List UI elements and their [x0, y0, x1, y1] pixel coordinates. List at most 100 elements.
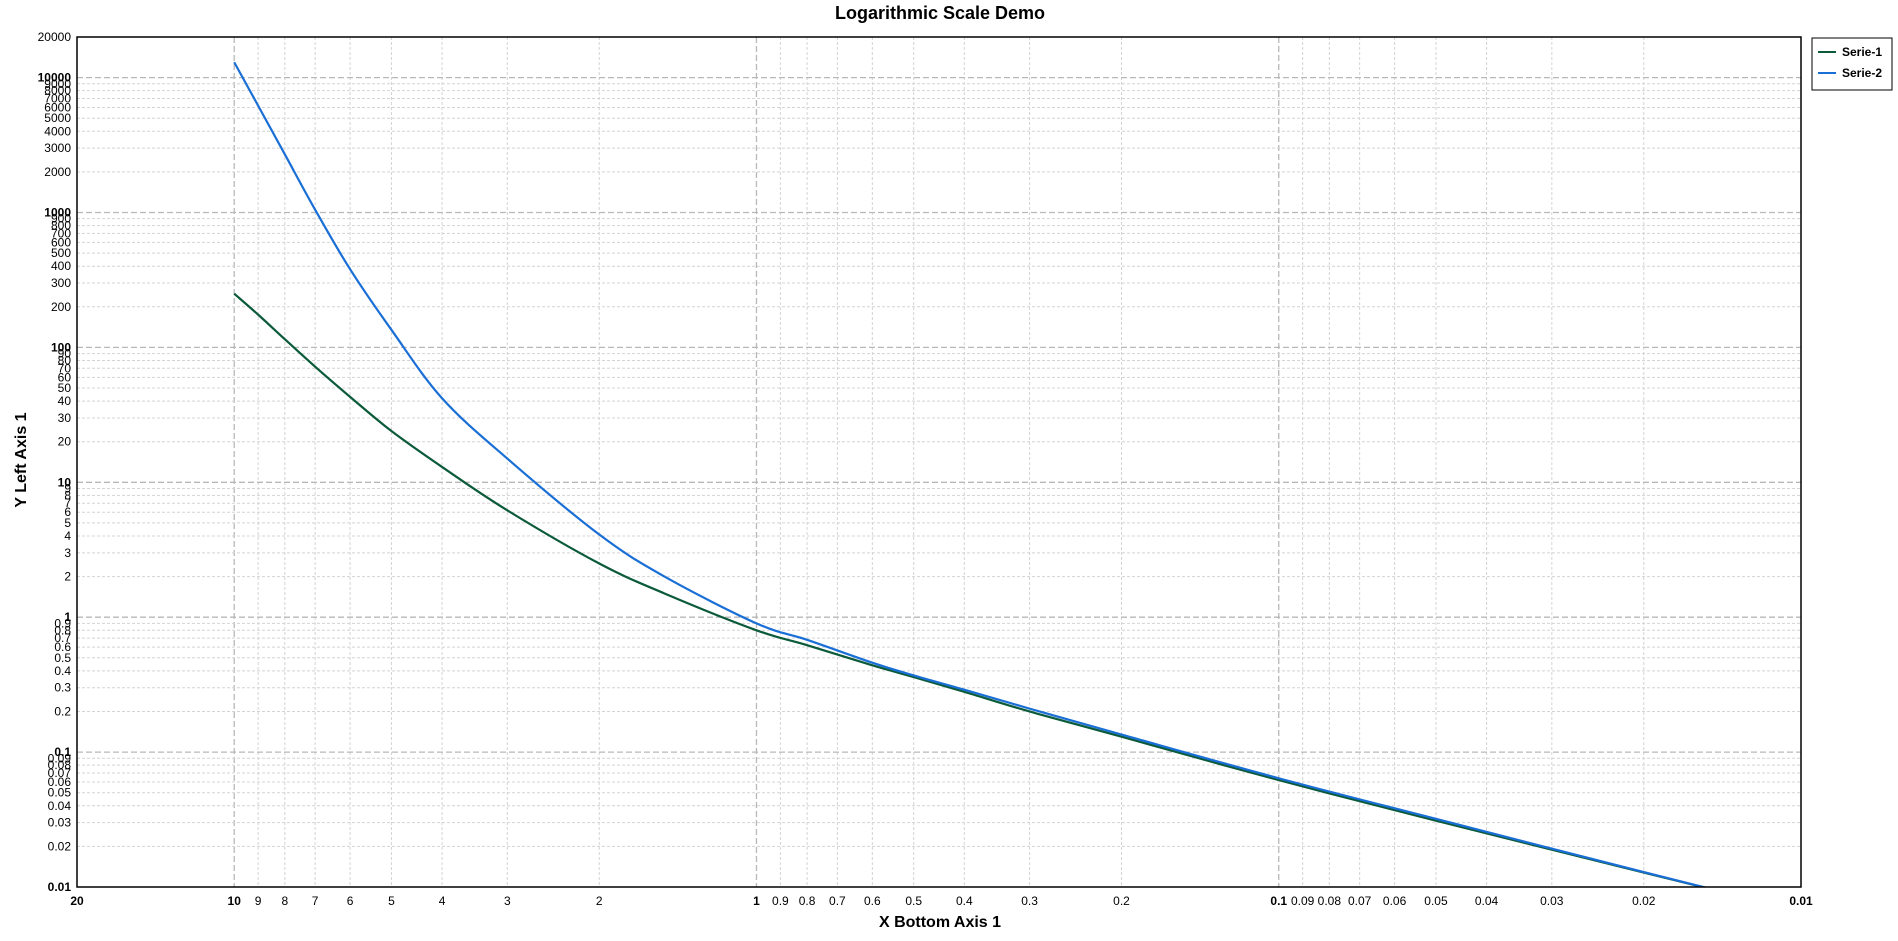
x-tick-label-4: 4	[439, 894, 446, 908]
y-tick-label-0-2: 0.2	[54, 704, 71, 718]
y-tick-label-8: 8	[64, 488, 71, 502]
x-tick-label-0-2: 0.2	[1113, 894, 1130, 908]
x-tick-label-0-7: 0.7	[829, 894, 846, 908]
x-tick-label-0-1: 0.1	[1270, 894, 1287, 908]
y-tick-label-3: 3	[64, 546, 71, 560]
y-tick-label-0-03: 0.03	[48, 816, 72, 830]
chart-title: Logarithmic Scale Demo	[835, 3, 1045, 23]
series-lines	[233, 61, 1708, 887]
x-tick-label-0-5: 0.5	[905, 894, 922, 908]
x-tick-label-1: 1	[753, 894, 760, 908]
y-tick-label-30: 30	[58, 411, 72, 425]
y-tick-label-600: 600	[51, 235, 71, 249]
y-tick-label-6: 6	[64, 505, 71, 519]
x-tick-label-6: 6	[347, 894, 354, 908]
y-tick-label-80: 80	[58, 353, 72, 367]
y-tick-label-40: 40	[58, 394, 72, 408]
y-tick-label-60: 60	[58, 370, 72, 384]
x-tick-label-10: 10	[228, 894, 242, 908]
y-tick-label-7: 7	[64, 496, 71, 510]
x-tick-label-20: 20	[70, 894, 84, 908]
y-tick-label-7000: 7000	[44, 92, 71, 106]
x-tick-label-5: 5	[388, 894, 395, 908]
x-tick-label-0-01: 0.01	[1789, 894, 1813, 908]
y-tick-label-200: 200	[51, 300, 71, 314]
y-tick-label-0-01: 0.01	[48, 880, 72, 894]
y-tick-label-8000: 8000	[44, 84, 71, 98]
y-tick-label-0-6: 0.6	[54, 640, 71, 654]
y-tick-label-6000: 6000	[44, 101, 71, 115]
y-tick-label-20000: 20000	[38, 30, 72, 44]
x-tick-label-0-03: 0.03	[1540, 894, 1564, 908]
legend-box	[1811, 37, 1893, 91]
grid-lines	[77, 37, 1801, 887]
x-tick-label-0-06: 0.06	[1383, 894, 1407, 908]
y-tick-label-50: 50	[58, 381, 72, 395]
y-tick-label-0-4: 0.4	[54, 664, 71, 678]
y-tick-label-9: 9	[64, 481, 71, 495]
plot-area-border	[76, 36, 1802, 888]
y-tick-label-10: 10	[58, 475, 72, 489]
y-tick-label-1: 1	[64, 610, 71, 624]
x-tick-label-3: 3	[504, 894, 511, 908]
series-line-serie-1	[233, 292, 1707, 887]
x-tick-label-0-8: 0.8	[799, 894, 816, 908]
x-tick-label-0-08: 0.08	[1318, 894, 1342, 908]
y-tick-label-9000: 9000	[44, 77, 71, 91]
legend: Serie-1 Serie-2	[1811, 37, 1893, 91]
y-tick-label-900: 900	[51, 212, 71, 226]
y-tick-label-0-08: 0.08	[48, 758, 72, 772]
x-tick-label-0-04: 0.04	[1475, 894, 1499, 908]
y-tick-label-0-3: 0.3	[54, 681, 71, 695]
y-tick-label-300: 300	[51, 276, 71, 290]
x-tick-label-2: 2	[596, 894, 603, 908]
y-axis-tick-labels: 2000010000900080007000600050004000300020…	[38, 30, 72, 894]
y-tick-label-0-8: 0.8	[54, 623, 71, 637]
y-tick-label-0-07: 0.07	[48, 766, 72, 780]
y-tick-label-0-04: 0.04	[48, 799, 72, 813]
y-tick-label-500: 500	[51, 246, 71, 260]
y-tick-label-2: 2	[64, 570, 71, 584]
x-tick-label-8: 8	[281, 894, 288, 908]
y-tick-label-10000: 10000	[38, 71, 72, 85]
y-tick-label-0-09: 0.09	[48, 751, 72, 765]
y-tick-label-2000: 2000	[44, 165, 71, 179]
x-tick-label-0-05: 0.05	[1424, 894, 1448, 908]
x-axis-label: X Bottom Axis 1	[879, 914, 1001, 931]
y-tick-label-0-5: 0.5	[54, 651, 71, 665]
y-tick-label-3000: 3000	[44, 141, 71, 155]
y-tick-label-5: 5	[64, 516, 71, 530]
legend-label-serie-1: Serie-1	[1842, 45, 1882, 59]
y-tick-label-1000: 1000	[44, 206, 71, 220]
legend-label-serie-2: Serie-2	[1842, 66, 1882, 80]
x-axis-tick-labels: 20 10 9 8 7 6 5 4 3 2 1 0.9 0.8 0.7 0.6 0.5 0.4 0.3 0.2 0.1…	[70, 894, 1813, 908]
y-tick-label-4000: 4000	[44, 124, 71, 138]
y-tick-label-0-7: 0.7	[54, 631, 71, 645]
y-tick-label-0-02: 0.02	[48, 839, 72, 853]
x-tick-label-0-07: 0.07	[1348, 894, 1372, 908]
x-tick-label-0-02: 0.02	[1632, 894, 1656, 908]
y-tick-label-0-1: 0.1	[54, 745, 71, 759]
y-tick-label-0-05: 0.05	[48, 786, 72, 800]
y-tick-label-400: 400	[51, 259, 71, 273]
x-tick-label-0-9: 0.9	[772, 894, 789, 908]
y-tick-label-0-9: 0.9	[54, 616, 71, 630]
x-tick-label-0-3: 0.3	[1021, 894, 1038, 908]
y-tick-label-800: 800	[51, 219, 71, 233]
y-tick-label-100: 100	[51, 340, 71, 354]
y-tick-label-70: 70	[58, 361, 72, 375]
series-line-serie-2	[233, 61, 1708, 887]
y-tick-label-4: 4	[64, 529, 71, 543]
y-tick-label-5000: 5000	[44, 111, 71, 125]
x-tick-label-7: 7	[312, 894, 319, 908]
y-tick-label-0-06: 0.06	[48, 775, 72, 789]
x-tick-label-9: 9	[255, 894, 262, 908]
y-axis-label: Y Left Axis 1	[13, 412, 30, 507]
x-tick-label-0-4: 0.4	[956, 894, 973, 908]
x-tick-label-0-6: 0.6	[864, 894, 881, 908]
x-tick-label-0-09: 0.09	[1291, 894, 1315, 908]
y-tick-label-20: 20	[58, 435, 72, 449]
y-tick-label-90: 90	[58, 347, 72, 361]
y-tick-label-700: 700	[51, 226, 71, 240]
